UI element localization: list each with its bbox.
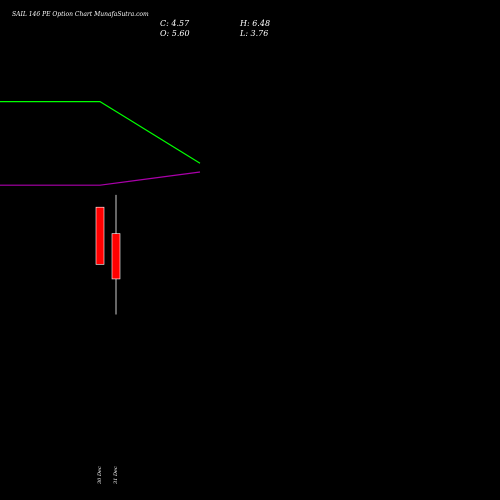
candle-body [95,206,105,265]
open-value: O: 5.60 [160,29,190,38]
x-tick-label: 30 Dec [97,466,103,484]
low-value: L: 3.76 [240,29,269,38]
x-tick-label: 31 Dec [113,466,119,484]
indicator-line-1 [0,171,201,186]
close-value: C: 4.57 [160,19,190,28]
chart-title: SAIL 146 PE Option Chart MunafaSutra.com [12,11,149,18]
high-value: H: 6.48 [240,19,271,28]
candle-body [111,233,121,280]
indicator-line-0 [0,100,201,164]
